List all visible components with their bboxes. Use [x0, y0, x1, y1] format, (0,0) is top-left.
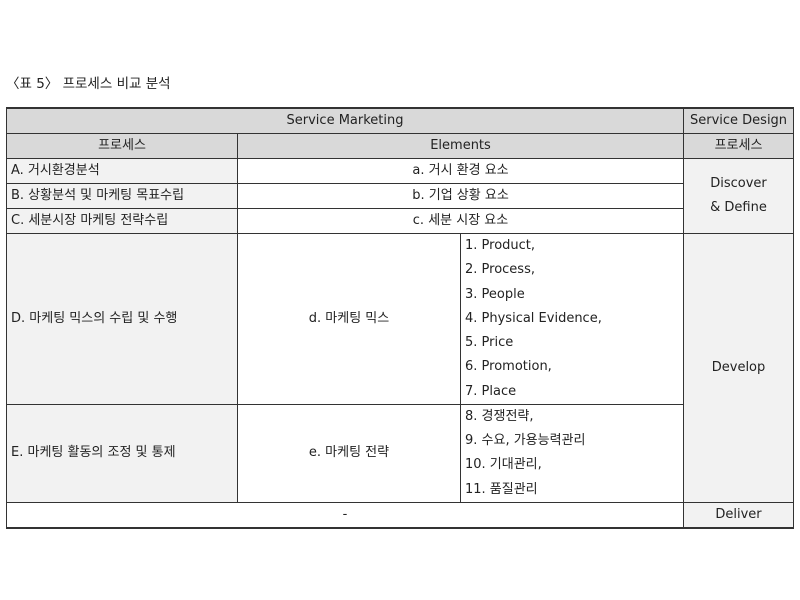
table-row: D. 마케팅 믹스의 수립 및 수행 d. 마케팅 믹스 1. Product,…: [6, 233, 795, 503]
strategy-items-cell: 8. 경쟁전략, 9. 수요, 가용능력관리 10. 기대관리, 11. 품질관…: [459, 404, 685, 503]
table-row: - Deliver: [5, 501, 795, 529]
process-header: 프로세스: [6, 133, 238, 159]
process-cell: C. 세분시장 마케팅 전략수립: [6, 208, 238, 234]
list-item: 7. Place: [465, 383, 517, 399]
discover-define-cell: Discover & Define: [683, 158, 795, 234]
list-item: 8. 경쟁전략,: [465, 409, 534, 424]
service-marketing-header: Service Marketing: [5, 107, 685, 134]
process-cell: A. 거시환경분석: [6, 158, 238, 184]
list-item: 5. Price: [465, 335, 514, 351]
process-cell: B. 상황분석 및 마케팅 목표수립: [6, 183, 238, 209]
table-caption: 〈표 5〉 프로세스 비교 분석: [6, 76, 171, 92]
list-item: 2. Process,: [465, 262, 535, 278]
define-label: & Define: [710, 200, 767, 215]
discover-label: Discover: [710, 176, 767, 191]
list-item: 1. Product,: [465, 238, 536, 254]
process-comparison-table: Service Marketing Service Design 프로세스 El…: [5, 107, 795, 529]
list-item: 3. People: [465, 286, 525, 302]
element-cell: d. 마케팅 믹스: [237, 233, 461, 405]
sd-process-header: 프로세스: [683, 133, 795, 159]
table-row: A. 거시환경분석 a. 거시 환경 요소 Discover & Define: [6, 158, 795, 234]
process-cell: D. 마케팅 믹스의 수립 및 수행: [6, 233, 238, 405]
element-cell: a. 거시 환경 요소: [236, 158, 685, 184]
list-item: 10. 기대관리,: [465, 457, 542, 473]
elements-header: Elements: [236, 133, 685, 159]
dash-cell: -: [5, 501, 685, 529]
service-design-header: Service Design: [683, 107, 795, 134]
process-cell: E. 마케팅 활동의 조정 및 통제: [6, 404, 238, 503]
subheader-row: 프로세스 Elements 프로세스: [6, 133, 795, 159]
element-cell: c. 세분 시장 요소: [236, 208, 685, 234]
develop-cell: Develop: [683, 233, 795, 503]
element-cell: b. 기업 상황 요소: [236, 183, 685, 209]
mix-items-cell: 1. Product, 2. Process, 3. People 4. Phy…: [459, 233, 685, 405]
list-item: 9. 수요, 가용능력관리: [465, 433, 586, 449]
list-item: 4. Physical Evidence,: [465, 310, 602, 326]
element-cell: e. 마케팅 전략: [237, 404, 461, 503]
table-row: B. 상황분석 및 마케팅 목표수립 b. 기업 상황 요소: [6, 183, 794, 209]
list-item: 6. Promotion,: [465, 359, 552, 375]
table-row: E. 마케팅 활동의 조정 및 통제 e. 마케팅 전략 8. 경쟁전략, 9.…: [6, 404, 794, 503]
list-item: 11. 품질관리: [465, 481, 538, 497]
header-row: Service Marketing Service Design: [5, 107, 795, 134]
table-row: C. 세분시장 마케팅 전략수립 c. 세분 시장 요소: [6, 208, 794, 234]
deliver-cell: Deliver: [683, 501, 795, 529]
